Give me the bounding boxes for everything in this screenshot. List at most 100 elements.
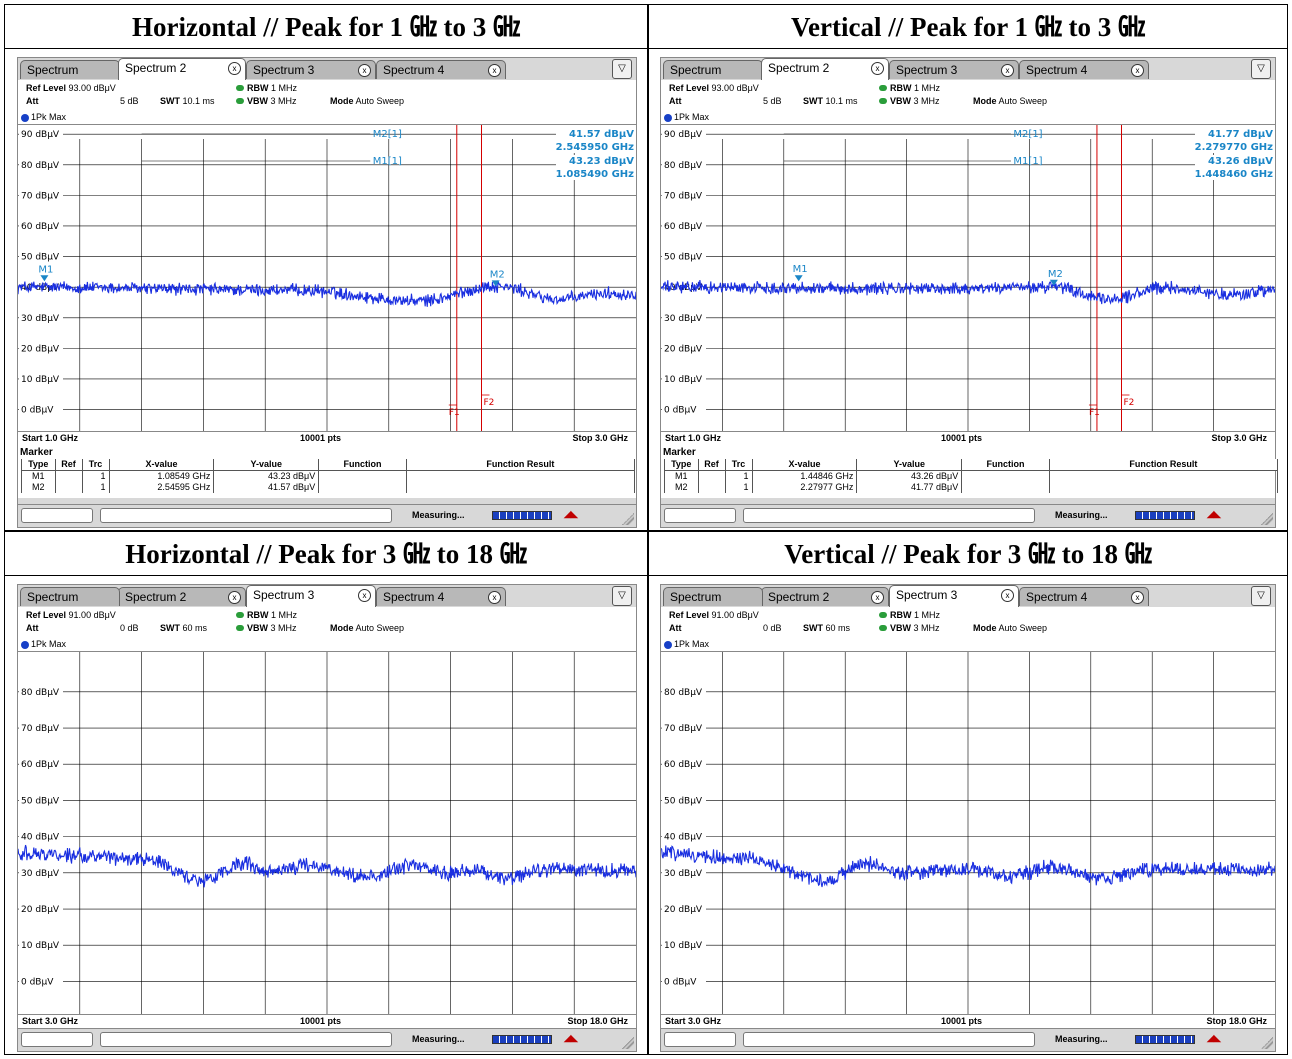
table-row[interactable]: M2 1 2.54595 GHz 41.57 dBμV <box>21 482 636 493</box>
column-header: Ref <box>54 459 83 471</box>
tab-spectrum[interactable]: Spectrum <box>20 60 120 79</box>
sweep-progress-bar <box>492 511 552 520</box>
tab-label: Spectrum <box>27 590 79 604</box>
start-frequency: Start 1.0 GHz <box>665 433 722 443</box>
resize-grip-icon[interactable] <box>622 1037 634 1049</box>
close-tab-icon[interactable]: x <box>488 591 501 604</box>
column-header: Type <box>21 459 56 471</box>
tab-spectrum-3[interactable]: Spectrum 3 x <box>889 60 1019 79</box>
y-tick-label: 10 dBμV <box>664 375 703 385</box>
spectrum-plot[interactable]: 80 dBμV 70 dBμV 60 dBμV 50 dBμV 40 dBμV 30 dB… <box>661 652 1275 1014</box>
status-field <box>21 1032 93 1047</box>
y-tick-label: 50 dBμV <box>21 796 60 806</box>
attenuation-value: 5 dB <box>120 96 139 106</box>
table-cell <box>697 470 726 482</box>
readout-bg <box>1195 155 1275 180</box>
dropdown-menu-icon[interactable]: ▽ <box>612 59 632 79</box>
attenuation-value: 0 dB <box>120 623 139 633</box>
y-tick-label: 40 dBμV <box>664 833 703 843</box>
marker-table-panel: Marker Type Ref Trc X-value Y-value Function Fu… <box>661 446 1279 498</box>
tab-spectrum-4[interactable]: Spectrum 4 x <box>376 60 506 79</box>
tab-label: Spectrum 2 <box>768 590 830 604</box>
marker-table-panel: Marker Type Ref Trc X-value Y-value Function Fu… <box>18 446 636 498</box>
tick-label-bg <box>19 975 63 987</box>
tab-spectrum-2[interactable]: Spectrum 2 x <box>118 587 246 606</box>
marker-readout-value: 41.57 dBμV <box>569 129 634 140</box>
tab-spectrum[interactable]: Spectrum <box>663 587 763 606</box>
table-cell: 1 <box>81 470 110 482</box>
panel-title: Horizontal // Peak for 1 ㎓ to 3 ㎓ <box>5 5 647 49</box>
trace-indicator-icon <box>21 640 29 649</box>
tab-label: Spectrum 4 <box>1026 63 1088 77</box>
analyzer-screen: Spectrum Spectrum 2 x Spectrum 3 x Spectrum 4… <box>660 57 1279 528</box>
tick-label-bg <box>19 830 63 842</box>
tab-spectrum-3[interactable]: Spectrum 3 x <box>246 60 376 79</box>
sweep-time: SWT 60 ms <box>160 623 208 633</box>
y-tick-label: 60 dBμV <box>664 760 703 770</box>
close-tab-icon[interactable]: x <box>358 64 371 77</box>
dropdown-menu-icon[interactable]: ▽ <box>1251 59 1271 79</box>
close-tab-icon[interactable]: x <box>1001 589 1014 602</box>
tick-label-bg <box>662 903 706 915</box>
close-tab-icon[interactable]: x <box>871 62 884 75</box>
tick-label-bg <box>662 939 706 951</box>
close-tab-icon[interactable]: x <box>358 589 371 602</box>
tab-spectrum-4[interactable]: Spectrum 4 x <box>1019 587 1149 606</box>
spectrum-plot[interactable]: 90 dBμV 80 dBμV 70 dBμV 60 dBμV 50 dBμV 40 dB… <box>661 125 1275 431</box>
close-tab-icon[interactable]: x <box>228 62 241 75</box>
tick-label-bg <box>19 372 63 384</box>
y-tick-label: 70 dBμV <box>21 724 60 734</box>
trace-1-line <box>18 280 636 307</box>
attenuation: Att <box>669 96 682 106</box>
dropdown-menu-icon[interactable]: ▽ <box>1251 586 1271 606</box>
spectrum-plot[interactable]: 90 dBμV 80 dBμV 70 dBμV 60 dBμV 50 dBμV 40 dB… <box>18 125 636 431</box>
sweep-time: SWT 10.1 ms <box>160 96 215 106</box>
y-tick-label: 80 dBμV <box>664 161 703 171</box>
start-frequency: Start 3.0 GHz <box>22 1016 79 1026</box>
close-tab-icon[interactable]: x <box>1001 64 1014 77</box>
table-row[interactable]: M2 1 2.27977 GHz 41.77 dBμV <box>664 482 1279 493</box>
table-row[interactable]: M1 1 1.08549 GHz 43.23 dBμV <box>21 470 636 482</box>
spectrum-svg: 80 dBμV 70 dBμV 60 dBμV 50 dBμV 40 dBμV 30 dB… <box>18 652 636 1014</box>
trace-indicator-icon <box>21 113 29 122</box>
tab-spectrum-3[interactable]: Spectrum 3 x <box>889 585 1019 607</box>
tab-bar: Spectrum Spectrum 2 x Spectrum 3 x Spectrum 4… <box>18 585 636 607</box>
close-tab-icon[interactable]: x <box>871 591 884 604</box>
y-tick-label: 70 dBμV <box>664 191 703 201</box>
tab-spectrum-4[interactable]: Spectrum 4 x <box>376 587 506 606</box>
y-tick-label: 40 dBμV <box>21 833 60 843</box>
dropdown-menu-icon[interactable]: ▽ <box>612 586 632 606</box>
spectrum-svg: 80 dBμV 70 dBμV 60 dBμV 50 dBμV 40 dBμV 30 dB… <box>661 652 1275 1014</box>
ref-level: Ref Level 93.00 dBμV <box>26 83 116 93</box>
resize-grip-icon[interactable] <box>1261 1037 1273 1049</box>
attenuation: Att <box>26 623 39 633</box>
marker-m2-icon <box>1049 279 1058 286</box>
spectrum-plot[interactable]: 80 dBμV 70 dBμV 60 dBμV 50 dBμV 40 dBμV 30 dB… <box>18 652 636 1014</box>
status-dot <box>879 612 887 618</box>
trace-label: 1Pk Max <box>661 110 1275 125</box>
measuring-status: Measuring... <box>412 1034 465 1044</box>
tab-spectrum[interactable]: Spectrum <box>663 60 763 79</box>
tab-spectrum[interactable]: Spectrum <box>20 587 120 606</box>
tick-label-bg <box>19 128 63 140</box>
table-row[interactable]: M1 1 1.44846 GHz 43.26 dBμV <box>664 470 1279 482</box>
table-cell <box>54 482 83 493</box>
close-tab-icon[interactable]: x <box>228 591 241 604</box>
close-tab-icon[interactable]: x <box>1131 591 1144 604</box>
table-cell: 2.54595 GHz <box>108 482 215 493</box>
resize-grip-icon[interactable] <box>1261 513 1273 525</box>
tab-spectrum-2[interactable]: Spectrum 2 x <box>118 58 246 80</box>
trace-label: 1Pk Max <box>18 637 636 652</box>
tick-label-bg <box>662 758 706 770</box>
trace-indicator-icon <box>664 113 672 122</box>
tab-spectrum-2[interactable]: Spectrum 2 x <box>761 58 889 80</box>
close-tab-icon[interactable]: x <box>488 64 501 77</box>
column-header: Y-value <box>856 459 963 471</box>
tab-spectrum-4[interactable]: Spectrum 4 x <box>1019 60 1149 79</box>
close-tab-icon[interactable]: x <box>1131 64 1144 77</box>
status-dot <box>879 98 887 104</box>
resize-grip-icon[interactable] <box>622 513 634 525</box>
tab-spectrum-2[interactable]: Spectrum 2 x <box>761 587 889 606</box>
tab-spectrum-3[interactable]: Spectrum 3 x <box>246 585 376 607</box>
